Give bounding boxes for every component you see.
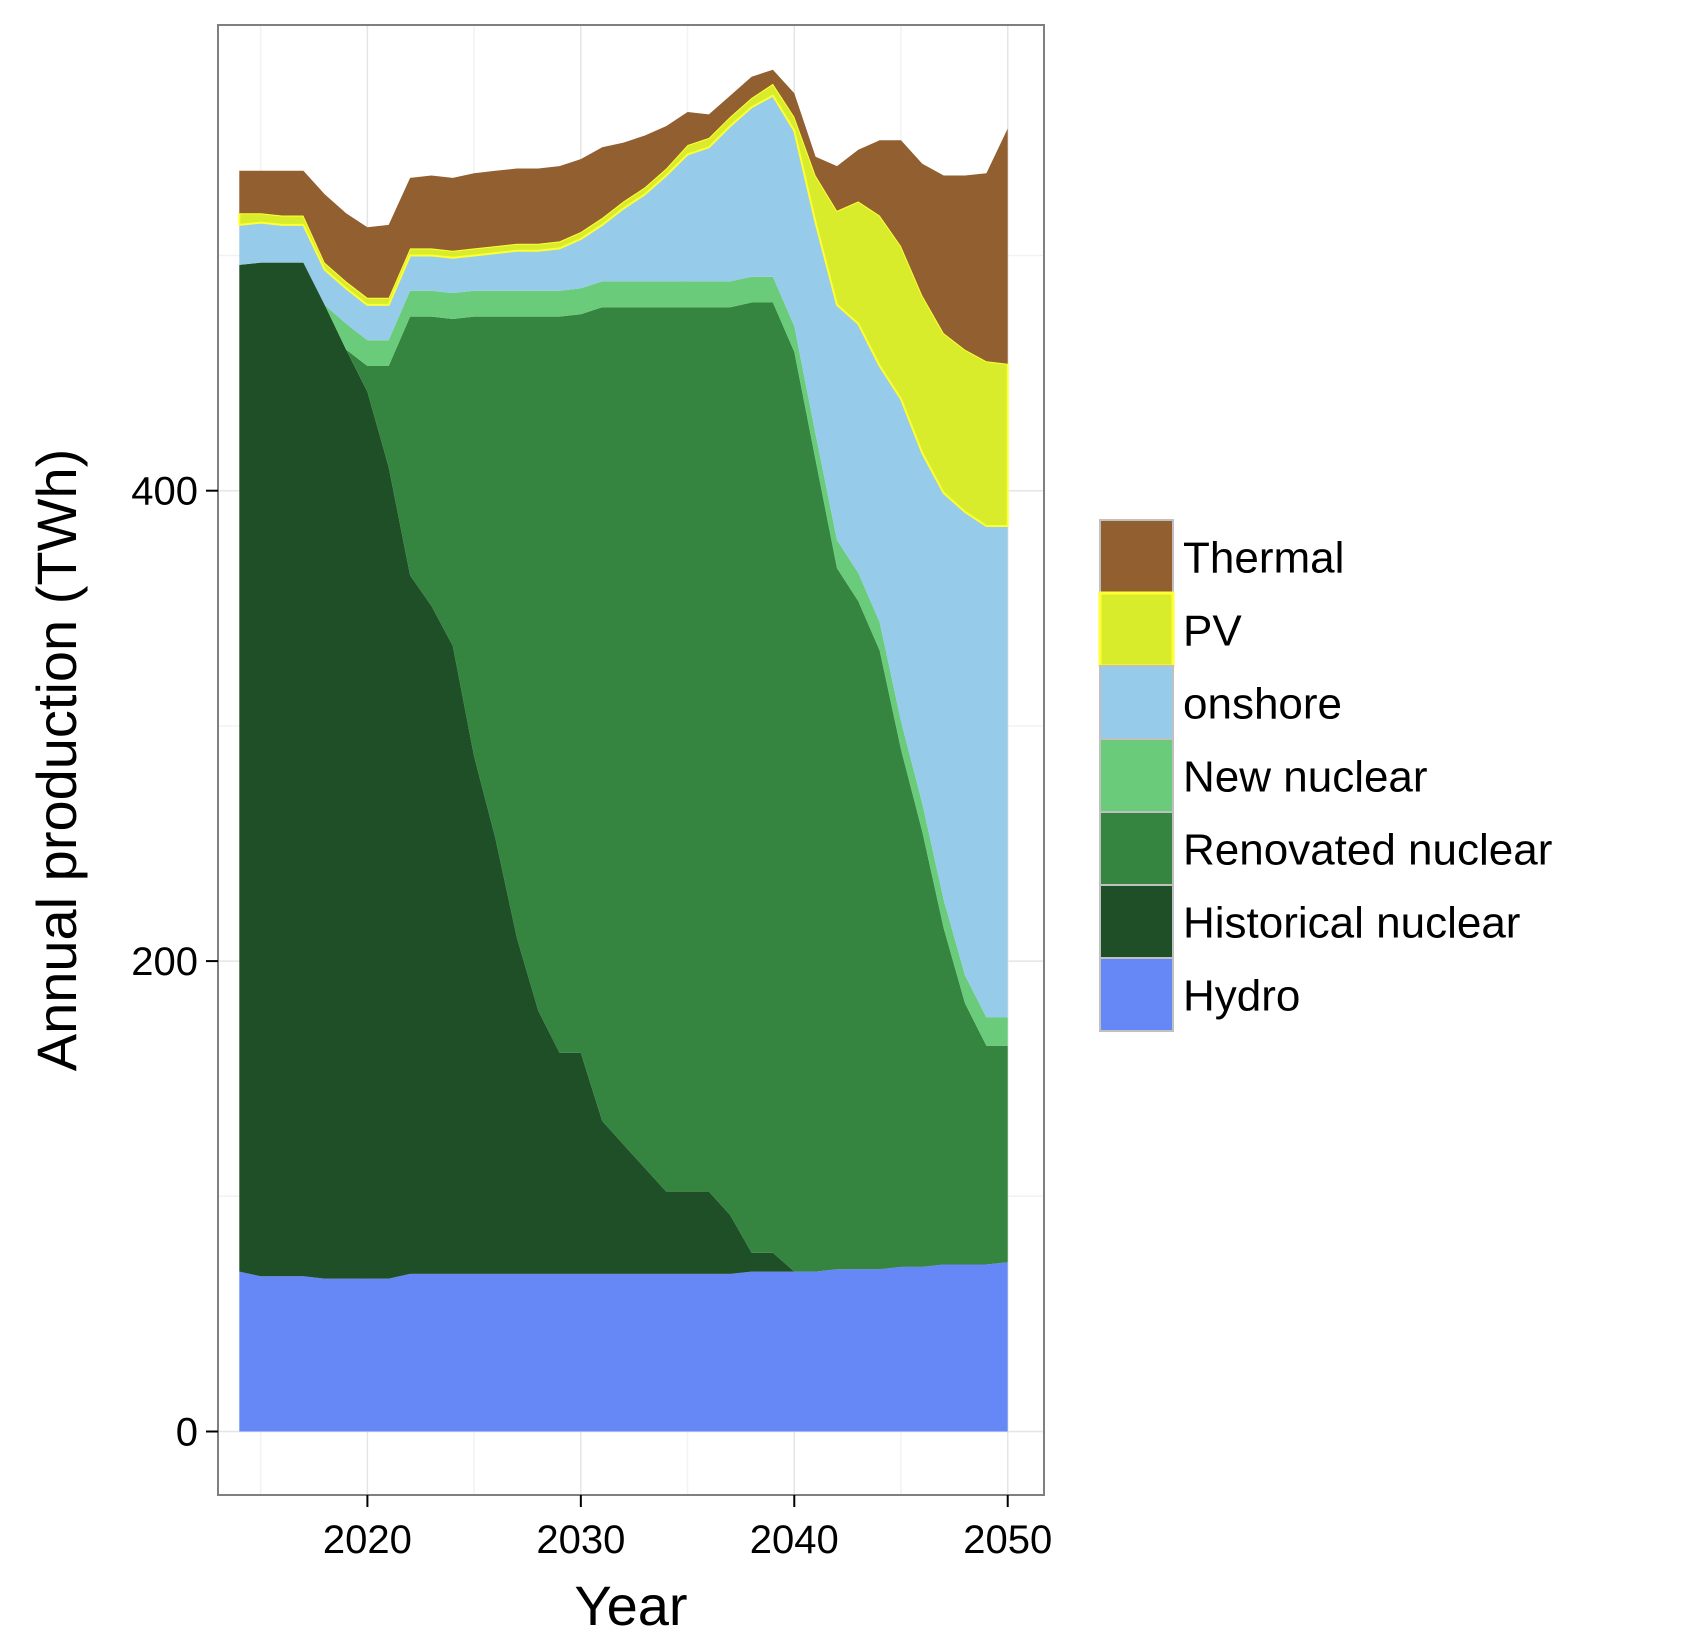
area-pv bbox=[238, 82, 1009, 527]
y-tick-label: 200 bbox=[131, 940, 198, 984]
area-renovated-nuclear bbox=[239, 262, 1008, 1272]
y-tick-label: 0 bbox=[176, 1410, 198, 1454]
y-axis: 0 200 400 bbox=[131, 470, 218, 1454]
legend-key-pv bbox=[1098, 591, 1175, 668]
legend-key-historical-nuclear bbox=[1099, 884, 1174, 959]
legend-key-renovated-nuclear bbox=[1099, 811, 1174, 886]
legend-key-onshore bbox=[1099, 665, 1174, 740]
legend: Thermal PV onshore New nuclear Renovated nuc… bbox=[1098, 519, 1552, 1032]
legend-key-new-nuclear bbox=[1099, 738, 1174, 813]
legend-label: New nuclear bbox=[1183, 753, 1428, 802]
x-tick-label: 2040 bbox=[750, 1518, 839, 1562]
legend-label: Thermal bbox=[1183, 534, 1344, 583]
area-hydro bbox=[239, 1262, 1008, 1432]
area-new-nuclear bbox=[239, 262, 1008, 1046]
legend-key-hydro bbox=[1099, 957, 1174, 1032]
y-axis-title: Annual production (TWh) bbox=[25, 449, 88, 1072]
x-axis: 2020 2030 2040 2050 bbox=[323, 1495, 1052, 1562]
x-axis-title: Year bbox=[574, 1574, 687, 1637]
legend-label: onshore bbox=[1183, 680, 1342, 729]
legend-label: PV bbox=[1183, 607, 1242, 656]
x-tick-label: 2030 bbox=[536, 1518, 625, 1562]
legend-label: Hydro bbox=[1183, 972, 1300, 1021]
area-historical-nuclear bbox=[239, 262, 1008, 1279]
y-tick-label: 400 bbox=[131, 470, 198, 514]
area-onshore bbox=[239, 95, 1008, 1018]
plot-border bbox=[217, 24, 1045, 1496]
legend-label: Historical nuclear bbox=[1183, 899, 1520, 948]
legend-label: Renovated nuclear bbox=[1183, 826, 1552, 875]
area-thermal bbox=[239, 69, 1008, 364]
x-tick-label: 2050 bbox=[963, 1518, 1052, 1562]
series-areas bbox=[238, 69, 1009, 1432]
x-tick-label: 2020 bbox=[323, 1518, 412, 1562]
legend-key-thermal bbox=[1099, 519, 1174, 594]
